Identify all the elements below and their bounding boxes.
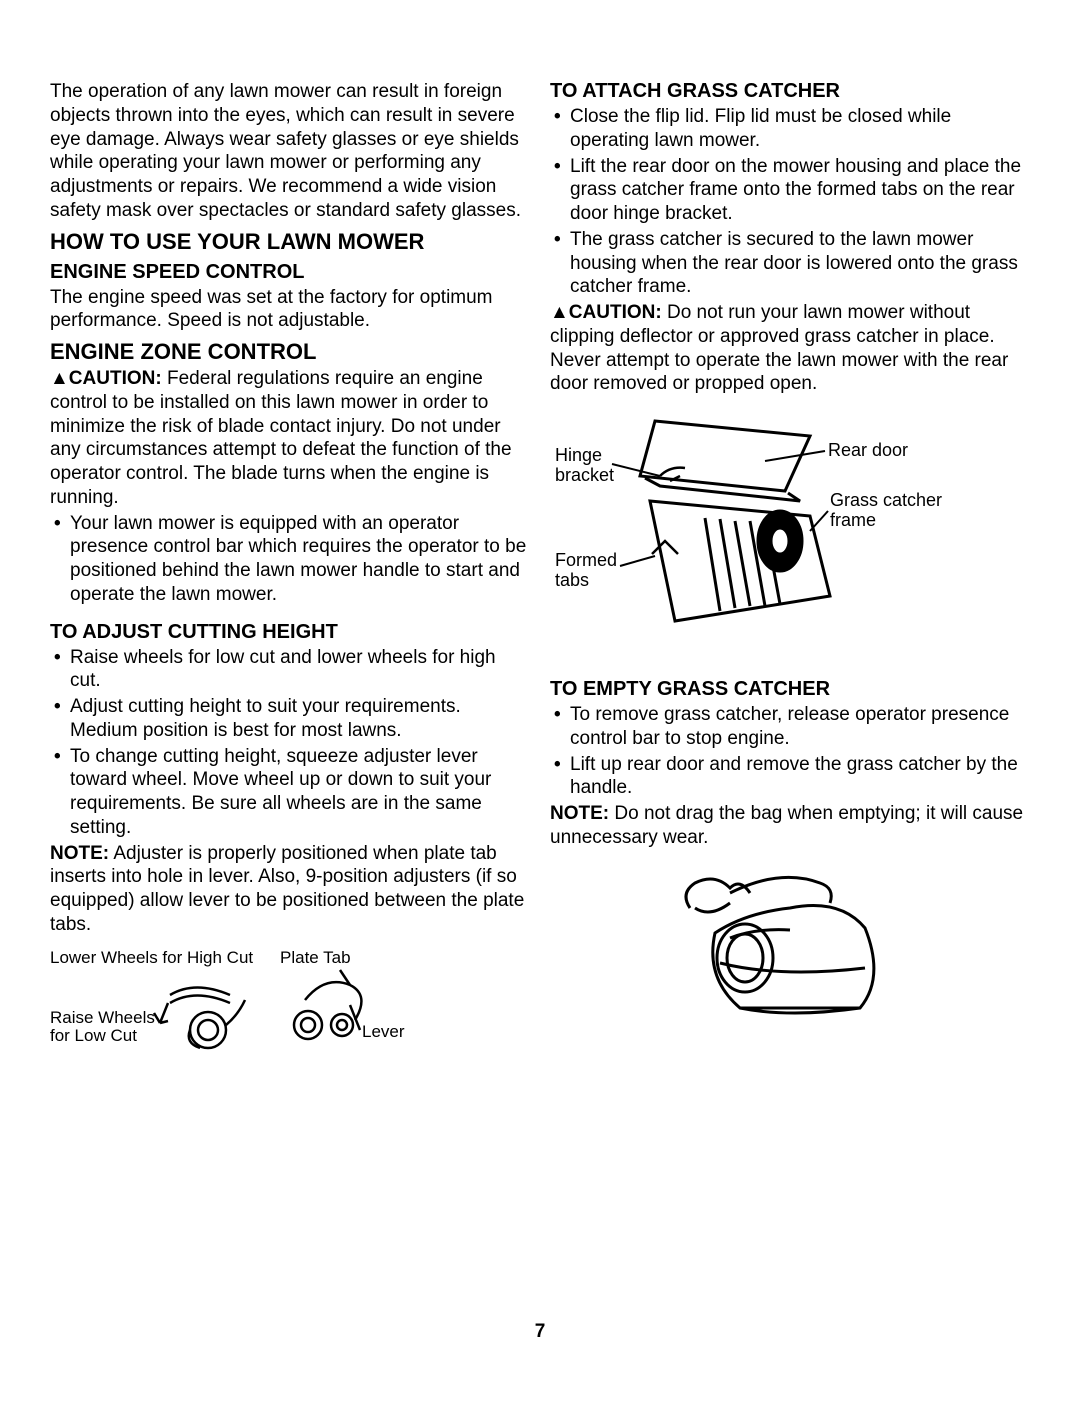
cut-note: NOTE: Adjuster is properly positioned wh… bbox=[50, 842, 530, 937]
diag-hinge-2: bracket bbox=[555, 465, 614, 485]
heading-attach-catcher: TO ATTACH GRASS CATCHER bbox=[550, 80, 1030, 103]
diag-tabs-1: Formed bbox=[555, 550, 617, 570]
note-text: Adjuster is properly positioned when pla… bbox=[50, 843, 524, 935]
diag-frame-2: frame bbox=[830, 510, 876, 530]
diag-raise-label-1: Raise Wheels bbox=[50, 1008, 155, 1027]
cut-bullet-1: Raise wheels for low cut and lower wheel… bbox=[50, 646, 530, 694]
diag-tabs-2: tabs bbox=[555, 570, 589, 590]
heading-engine-speed: ENGINE SPEED CONTROL bbox=[50, 261, 530, 284]
empty-note: NOTE: Do not drag the bag when emptying;… bbox=[550, 802, 1030, 850]
attach-bullet-3: The grass catcher is secured to the lawn… bbox=[550, 228, 1030, 299]
note-label-r: NOTE: bbox=[550, 803, 609, 824]
diag-hinge-1: Hinge bbox=[555, 445, 602, 465]
intro-paragraph: The operation of any lawn mower can resu… bbox=[50, 80, 530, 223]
attach-bullet-2: Lift the rear door on the mower housing … bbox=[550, 155, 1030, 226]
zone-bullet-1: Your lawn mower is equipped with an oper… bbox=[50, 512, 530, 607]
empty-bullet-1: To remove grass catcher, release operato… bbox=[550, 703, 1030, 751]
engine-speed-paragraph: The engine speed was set at the factory … bbox=[50, 286, 530, 334]
diag-frame-1: Grass catcher bbox=[830, 490, 942, 510]
note-text-r: Do not drag the bag when emptying; it wi… bbox=[550, 803, 1023, 848]
diag-plate-label: Plate Tab bbox=[280, 948, 351, 967]
cut-bullet-3: To change cutting height, squeeze adjust… bbox=[50, 745, 530, 840]
empty-bullet-2: Lift up rear door and remove the grass c… bbox=[550, 753, 1030, 801]
diag-lever-label: Lever bbox=[362, 1022, 405, 1041]
attach-bullet-1: Close the flip lid. Flip lid must be clo… bbox=[550, 105, 1030, 153]
cut-bullet-2: Adjust cutting height to suit your requi… bbox=[50, 695, 530, 743]
caution-label-r: ▲CAUTION: bbox=[550, 302, 662, 323]
diag-raise-label-2: for Low Cut bbox=[50, 1026, 137, 1045]
heading-adjust-cutting: TO ADJUST CUTTING HEIGHT bbox=[50, 621, 530, 644]
diag-rear: Rear door bbox=[828, 440, 908, 460]
attach-caution: ▲CAUTION: Do not run your lawn mower wit… bbox=[550, 301, 1030, 396]
engine-zone-caution: ▲CAUTION: Federal regulations require an… bbox=[50, 367, 530, 510]
heading-how-to-use: HOW TO USE YOUR LAWN MOWER bbox=[50, 229, 530, 255]
attach-diagram: Hinge bracket Rear door Grass catcher fr… bbox=[550, 406, 1030, 666]
empty-diagram bbox=[550, 858, 1030, 1038]
wheel-adjust-diagram: Lower Wheels for High Cut Plate Tab Rais… bbox=[50, 945, 530, 1065]
heading-empty-catcher: TO EMPTY GRASS CATCHER bbox=[550, 678, 1030, 701]
diag-lower-label: Lower Wheels for High Cut bbox=[50, 948, 253, 967]
caution-label: ▲CAUTION: bbox=[50, 368, 162, 389]
heading-engine-zone: ENGINE ZONE CONTROL bbox=[50, 339, 530, 365]
page-number: 7 bbox=[0, 1321, 1080, 1343]
note-label: NOTE: bbox=[50, 843, 109, 864]
